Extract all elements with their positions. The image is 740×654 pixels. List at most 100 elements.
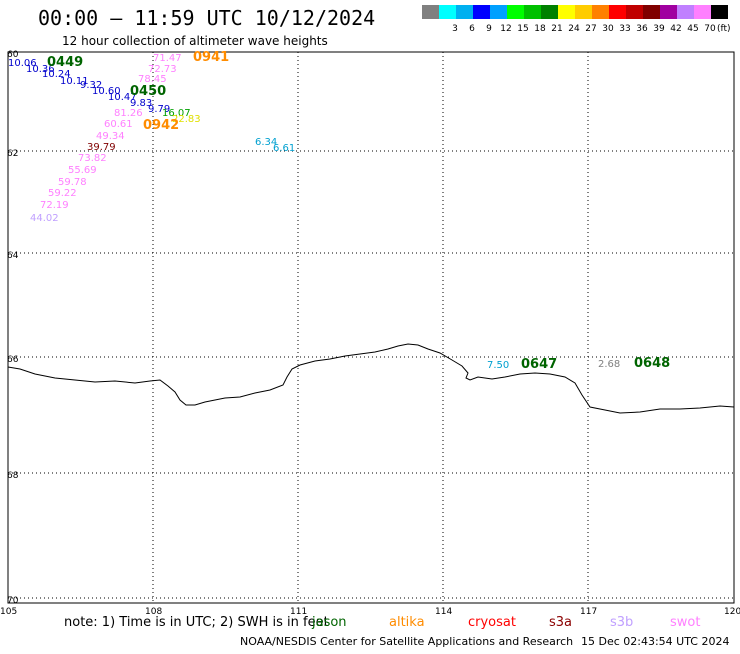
legend-label: 42 bbox=[670, 24, 681, 34]
legend-swatch bbox=[439, 5, 456, 19]
legend-label: 27 bbox=[585, 24, 596, 34]
satellite-key-altika: altika bbox=[389, 615, 425, 630]
pass-time-label: 0941 bbox=[193, 50, 229, 65]
pass-time-label: 0648 bbox=[634, 356, 670, 371]
pass-time-label: 0449 bbox=[47, 55, 83, 70]
legend-swatch bbox=[524, 5, 541, 19]
legend-swatch bbox=[575, 5, 592, 19]
wave-height-label: 10.60 bbox=[92, 86, 121, 97]
wave-height-label: 10.11 bbox=[60, 76, 89, 87]
footer-credit: NOAA/NESDIS Center for Satellite Applica… bbox=[240, 635, 573, 648]
legend-swatch bbox=[592, 5, 609, 19]
legend-label: 6 bbox=[469, 24, 475, 34]
wave-height-label: 7.50 bbox=[487, 360, 509, 371]
wave-height-label: 10.24 bbox=[42, 69, 71, 80]
legend-label: 39 bbox=[653, 24, 665, 34]
lat-tick-label: 68 bbox=[7, 471, 19, 481]
lon-tick-label: 105 bbox=[0, 607, 17, 617]
wave-height-label: 6.61 bbox=[273, 143, 295, 154]
lat-tick-label: 70 bbox=[7, 596, 19, 606]
lon-tick-label: 111 bbox=[290, 607, 307, 617]
satellite-key-jason: jason bbox=[311, 615, 347, 630]
wave-height-label: 73.82 bbox=[78, 153, 107, 164]
legend-label: 21 bbox=[551, 24, 562, 34]
legend-swatch bbox=[609, 5, 626, 19]
lat-tick-label: 60 bbox=[7, 50, 19, 60]
wave-height-label: 6.34 bbox=[255, 137, 277, 148]
color-legend: 3 6 9 12 15 18 21 24 27 30 33 36 39 42 45 70 (ft) bbox=[422, 5, 731, 34]
wave-height-label: 10.47 bbox=[108, 92, 137, 103]
chart-title: 00:00 – 11:59 UTC 10/12/2024 bbox=[38, 6, 375, 30]
pass-time-label: 0942 bbox=[143, 118, 179, 133]
wave-height-label: 59.22 bbox=[48, 188, 77, 199]
lat-tick-label: 66 bbox=[7, 355, 19, 365]
graticule bbox=[8, 52, 734, 603]
legend-swatch bbox=[541, 5, 558, 19]
footer-note: note: 1) Time is in UTC; 2) SWH is in fe… bbox=[64, 615, 329, 630]
legend-swatch bbox=[626, 5, 643, 19]
lat-tick-label: 64 bbox=[7, 251, 19, 261]
legend-label: 45 bbox=[687, 24, 698, 34]
wave-height-label: 55.69 bbox=[68, 165, 97, 176]
wave-height-label: 44.02 bbox=[30, 213, 59, 224]
legend-label: 24 bbox=[568, 24, 580, 34]
legend-swatch bbox=[643, 5, 660, 19]
wave-height-label: 16.07 bbox=[162, 108, 191, 119]
legend-swatch bbox=[490, 5, 507, 19]
lon-tick-label: 114 bbox=[435, 607, 452, 617]
satellite-key-s3b: s3b bbox=[610, 615, 633, 630]
legend-label: 18 bbox=[534, 24, 546, 34]
satellite-key-s3a: s3a bbox=[549, 615, 572, 630]
legend-label: 15 bbox=[517, 24, 528, 34]
coastline bbox=[7, 343, 735, 414]
latitude-labels: 60 62 64 66 68 70 bbox=[7, 50, 19, 606]
legend-swatch bbox=[422, 5, 439, 19]
wave-height-label: 9.32 bbox=[80, 80, 102, 91]
pass-time-label: 0450 bbox=[130, 84, 166, 99]
wave-height-label: 9.83 bbox=[130, 98, 152, 109]
satellite-key-cryosat: cryosat bbox=[468, 615, 516, 630]
wave-height-label: 9.79 bbox=[148, 104, 170, 115]
legend-label: 3 bbox=[452, 24, 458, 34]
legend-swatch bbox=[694, 5, 711, 19]
legend-swatch bbox=[677, 5, 694, 19]
legend-label: 12 bbox=[500, 24, 511, 34]
wave-height-label: 59.78 bbox=[58, 177, 87, 188]
wave-height-label: 60.61 bbox=[104, 119, 133, 130]
wave-height-label: 10.06 bbox=[8, 58, 37, 69]
legend-swatch bbox=[660, 5, 677, 19]
legend-swatch bbox=[456, 5, 473, 19]
wave-height-label: 78.45 bbox=[138, 74, 167, 85]
legend-label: 33 bbox=[619, 24, 630, 34]
longitude-labels: 105 108 111 114 117 120 bbox=[0, 607, 740, 617]
legend-swatch bbox=[507, 5, 524, 19]
lon-tick-label: 108 bbox=[145, 607, 162, 617]
pass-time-labels: 0449 0941 0450 0942 0647 0648 bbox=[47, 50, 670, 372]
satellite-key: jason altika cryosat s3a s3b swot bbox=[311, 615, 700, 630]
wave-height-label: 2.68 bbox=[598, 359, 620, 370]
legend-label: 9 bbox=[486, 24, 492, 34]
lat-tick-label: 62 bbox=[7, 149, 18, 159]
lon-tick-label: 117 bbox=[580, 607, 597, 617]
wave-height-label: 81.26 bbox=[114, 108, 143, 119]
footer-timestamp: 15 Dec 02:43:54 UTC 2024 bbox=[581, 635, 729, 648]
satellite-key-swot: swot bbox=[670, 615, 700, 630]
legend-label: 30 bbox=[602, 24, 614, 34]
pass-time-label: 0647 bbox=[521, 357, 557, 372]
wave-height-label: 22.83 bbox=[172, 114, 201, 125]
wave-height-label: 71.47 bbox=[153, 53, 182, 64]
lon-tick-label: 120 bbox=[724, 607, 740, 617]
legend-label: 36 bbox=[636, 24, 648, 34]
wave-height-label: 72.19 bbox=[40, 200, 69, 211]
wave-height-label: 39.79 bbox=[87, 142, 116, 153]
map-frame bbox=[7, 51, 735, 604]
wave-height-label: 10.36 bbox=[26, 64, 55, 75]
legend-unit: (ft) bbox=[717, 24, 731, 34]
wave-height-label: 72.73 bbox=[148, 64, 177, 75]
legend-swatch bbox=[558, 5, 575, 19]
wave-height-label: 49.34 bbox=[96, 131, 125, 142]
legend-swatch bbox=[473, 5, 490, 19]
legend-swatch bbox=[711, 5, 728, 19]
